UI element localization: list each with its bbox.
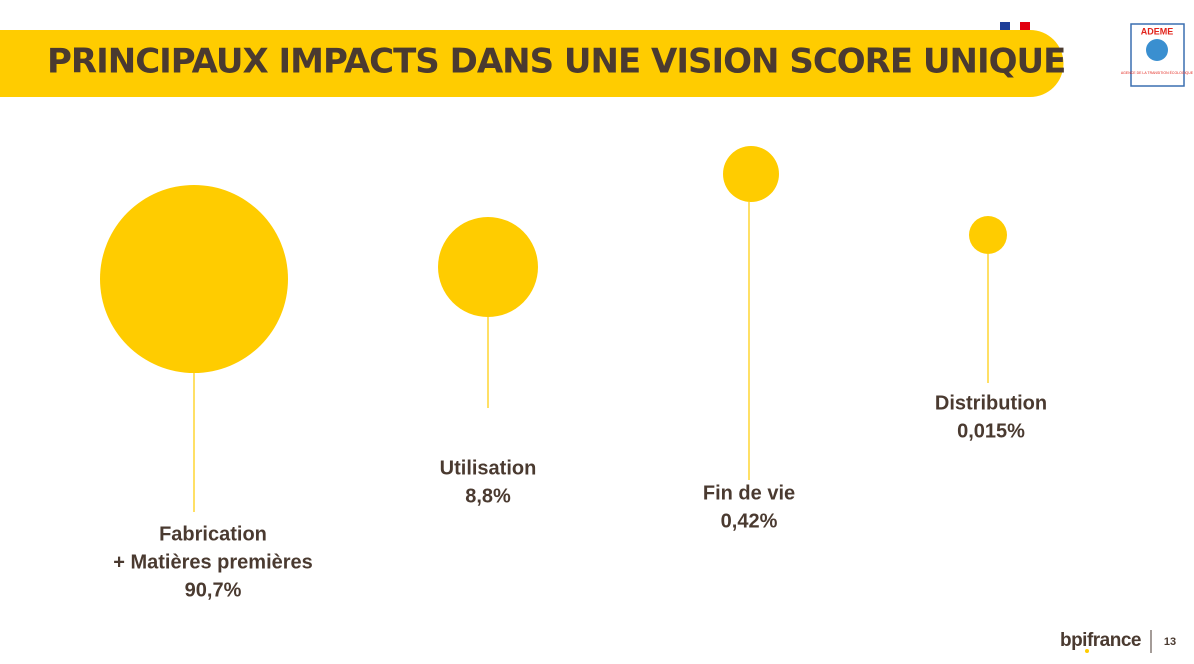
item-sublabel: + Matières premières [113,551,313,573]
bubble [438,217,538,317]
item-value: 90,7% [185,579,242,601]
item-value: 8,8% [465,485,511,507]
ademe-globe [1146,39,1168,61]
title: PRINCIPAUX IMPACTS DANS UNE VISION SCORE… [47,42,1065,82]
item-label: Fabrication [159,523,267,545]
item-label: Fin de vie [703,482,795,504]
bubble [723,146,779,202]
ademe-name: ADEME [1141,26,1174,36]
item-label: Utilisation [440,457,537,479]
ademe-tagline: AGENCE DE LA TRANSITION ÉCOLOGIQUE [1121,70,1194,75]
item-value: 0,015% [957,420,1025,442]
flag-blue [1000,22,1010,30]
item-value: 0,42% [721,510,778,532]
item-label: Distribution [935,392,1047,414]
bubble [100,185,288,373]
footer-brand: bpifrance [1060,630,1141,651]
flag-red [1020,22,1030,30]
title-bar [0,30,1064,97]
page-number: 13 [1164,636,1176,648]
bubble [969,216,1007,254]
brand-dot [1085,649,1089,653]
